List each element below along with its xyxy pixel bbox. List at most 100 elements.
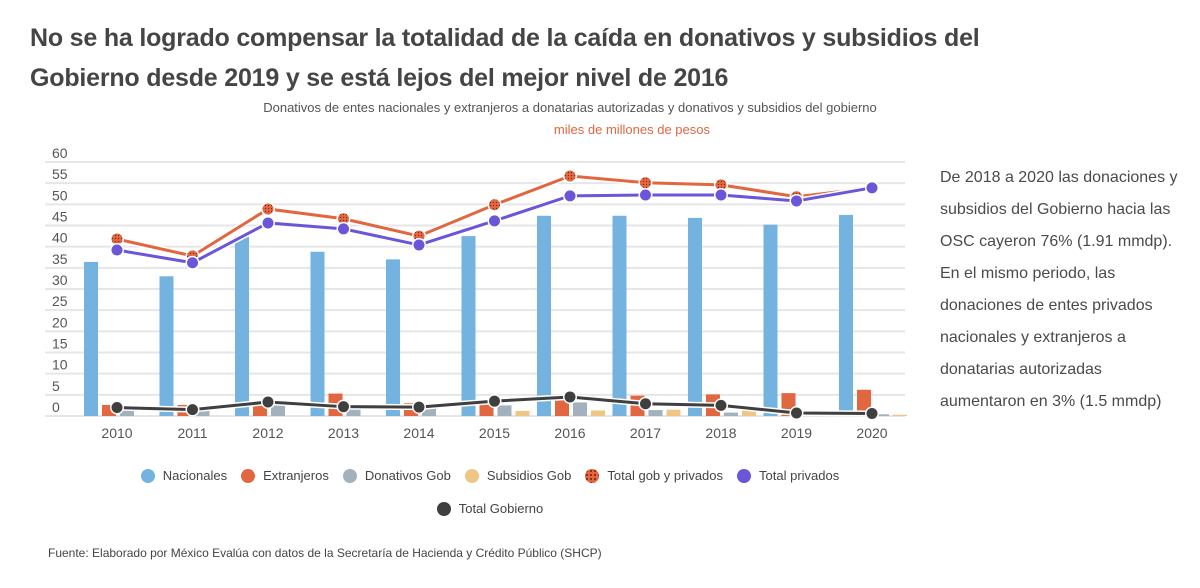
bar-nacionales (386, 259, 400, 416)
bar-nacionales (537, 215, 551, 416)
side-note: De 2018 a 2020 las donaciones y subsidio… (940, 169, 1178, 410)
bar-nacionales (159, 276, 174, 416)
point-total-gob-y-privados (262, 203, 274, 215)
lines (110, 168, 879, 421)
legend-swatch-icon (140, 468, 155, 483)
legend-item[interactable]: Extranjeros (241, 468, 329, 483)
legend-label: Total privados (759, 468, 840, 483)
legend: Nacionales Extranjeros Donativos Gob Subsid… (0, 468, 980, 534)
legend-swatch-icon (585, 468, 600, 483)
point-total-gobierno (111, 402, 123, 414)
y-tick-label: 50 (52, 187, 68, 203)
legend-item[interactable]: Total Gobierno (436, 501, 544, 516)
bar-donativos-gob (648, 410, 663, 416)
x-tick-label: 2012 (252, 425, 283, 441)
legend-swatch-icon (436, 501, 451, 516)
bar-donativos-gob (875, 414, 889, 416)
bar-nacionales (84, 261, 98, 416)
bar-donativos-gob (573, 402, 587, 416)
legend-label: Donativos Gob (364, 468, 451, 483)
point-total-privados (866, 182, 878, 194)
y-tick-label: 0 (52, 399, 60, 415)
bar-subsidios-gob (591, 410, 605, 416)
legend-swatch-icon (464, 468, 479, 483)
point-total-gob-y-privados (640, 177, 651, 189)
x-tick-label: 2014 (403, 425, 434, 441)
legend-item[interactable]: Subsidios Gob (464, 468, 572, 483)
legend-item[interactable]: Nacionales (140, 468, 228, 483)
legend-row-1: Nacionales Extranjeros Donativos Gob Subsid… (0, 468, 980, 483)
y-tick-label: 15 (52, 336, 68, 352)
legend-row-2: Total Gobierno (0, 501, 980, 516)
bar-subsidios-gob (515, 410, 530, 416)
point-total-gobierno (187, 404, 198, 416)
legend-item[interactable]: Total privados (737, 468, 839, 483)
legend-swatch-icon (241, 468, 256, 483)
legend-label: Subsidios Gob (486, 468, 572, 483)
point-total-gob-y-privados (715, 179, 727, 191)
y-axis-ticks: 0 5 10 15 20 25 30 35 40 45 50 55 60 (52, 145, 68, 415)
point-total-gob-y-privados (338, 213, 349, 225)
bar-extranjeros (555, 398, 569, 416)
point-total-privados (640, 189, 651, 201)
point-total-privados (791, 195, 802, 207)
x-tick-label: 2013 (328, 425, 359, 441)
point-total-privados (187, 257, 198, 269)
x-tick-label: 2020 (856, 425, 887, 441)
point-total-privados (564, 190, 576, 202)
bar-donativos-gob (422, 407, 436, 416)
legend-label: Total Gobierno (458, 501, 544, 516)
point-total-privados (111, 244, 123, 256)
point-total-gobierno (413, 401, 425, 413)
bar-nacionales (763, 224, 778, 416)
y-tick-label: 5 (52, 378, 60, 394)
bar-donativos-gob (346, 407, 361, 416)
x-tick-label: 2011 (177, 425, 207, 441)
point-total-privados (715, 189, 727, 201)
point-total-gobierno (640, 398, 651, 410)
y-tick-label: 10 (52, 357, 68, 373)
bar-extranjeros (102, 404, 116, 416)
point-total-privados (262, 217, 274, 229)
legend-item[interactable]: Donativos Gob (342, 468, 451, 483)
y-tick-label: 25 (52, 293, 68, 309)
point-total-privados (338, 223, 349, 235)
bar-nacionales (461, 236, 476, 416)
legend-item[interactable]: Total gob y privados (585, 468, 723, 483)
point-total-gobierno (262, 396, 274, 408)
bar-donativos-gob (195, 410, 210, 416)
point-total-privados (489, 215, 500, 227)
x-tick-label: 2010 (101, 425, 132, 441)
legend-label: Nacionales (162, 468, 228, 483)
y-tick-label: 45 (52, 209, 68, 225)
point-total-gob-y-privados (489, 199, 500, 211)
bar-nacionales (688, 217, 702, 416)
y-tick-label: 30 (52, 272, 68, 288)
y-tick-label: 35 (52, 251, 68, 267)
y-tick-label: 60 (52, 145, 68, 161)
bar-donativos-gob (724, 412, 738, 416)
bar-donativos-gob (120, 408, 134, 416)
point-total-gobierno (338, 401, 349, 413)
x-tick-label: 2019 (781, 425, 812, 441)
bar-donativos-gob (497, 405, 512, 416)
x-tick-label: 2017 (630, 425, 661, 441)
legend-label: Extranjeros (263, 468, 329, 483)
legend-swatch-icon (342, 468, 357, 483)
y-tick-label: 40 (52, 230, 68, 246)
unit-label: miles de millones de pesos (553, 122, 710, 137)
legend-label: Total gob y privados (607, 468, 724, 483)
bar-nacionales (310, 251, 325, 416)
point-total-gobierno (489, 395, 500, 407)
point-total-gobierno (791, 407, 802, 419)
point-total-gobierno (715, 399, 727, 411)
bar-subsidios-gob (666, 409, 681, 416)
bar-subsidios-gob (893, 414, 907, 416)
bar-nacionales (235, 236, 249, 416)
legend-swatch-icon (737, 468, 752, 483)
x-tick-label: 2015 (479, 425, 510, 441)
chart-title: No se ha logrado compensar la totalidad … (30, 24, 980, 92)
x-tick-label: 2016 (554, 425, 585, 441)
x-tick-label: 2018 (705, 425, 736, 441)
